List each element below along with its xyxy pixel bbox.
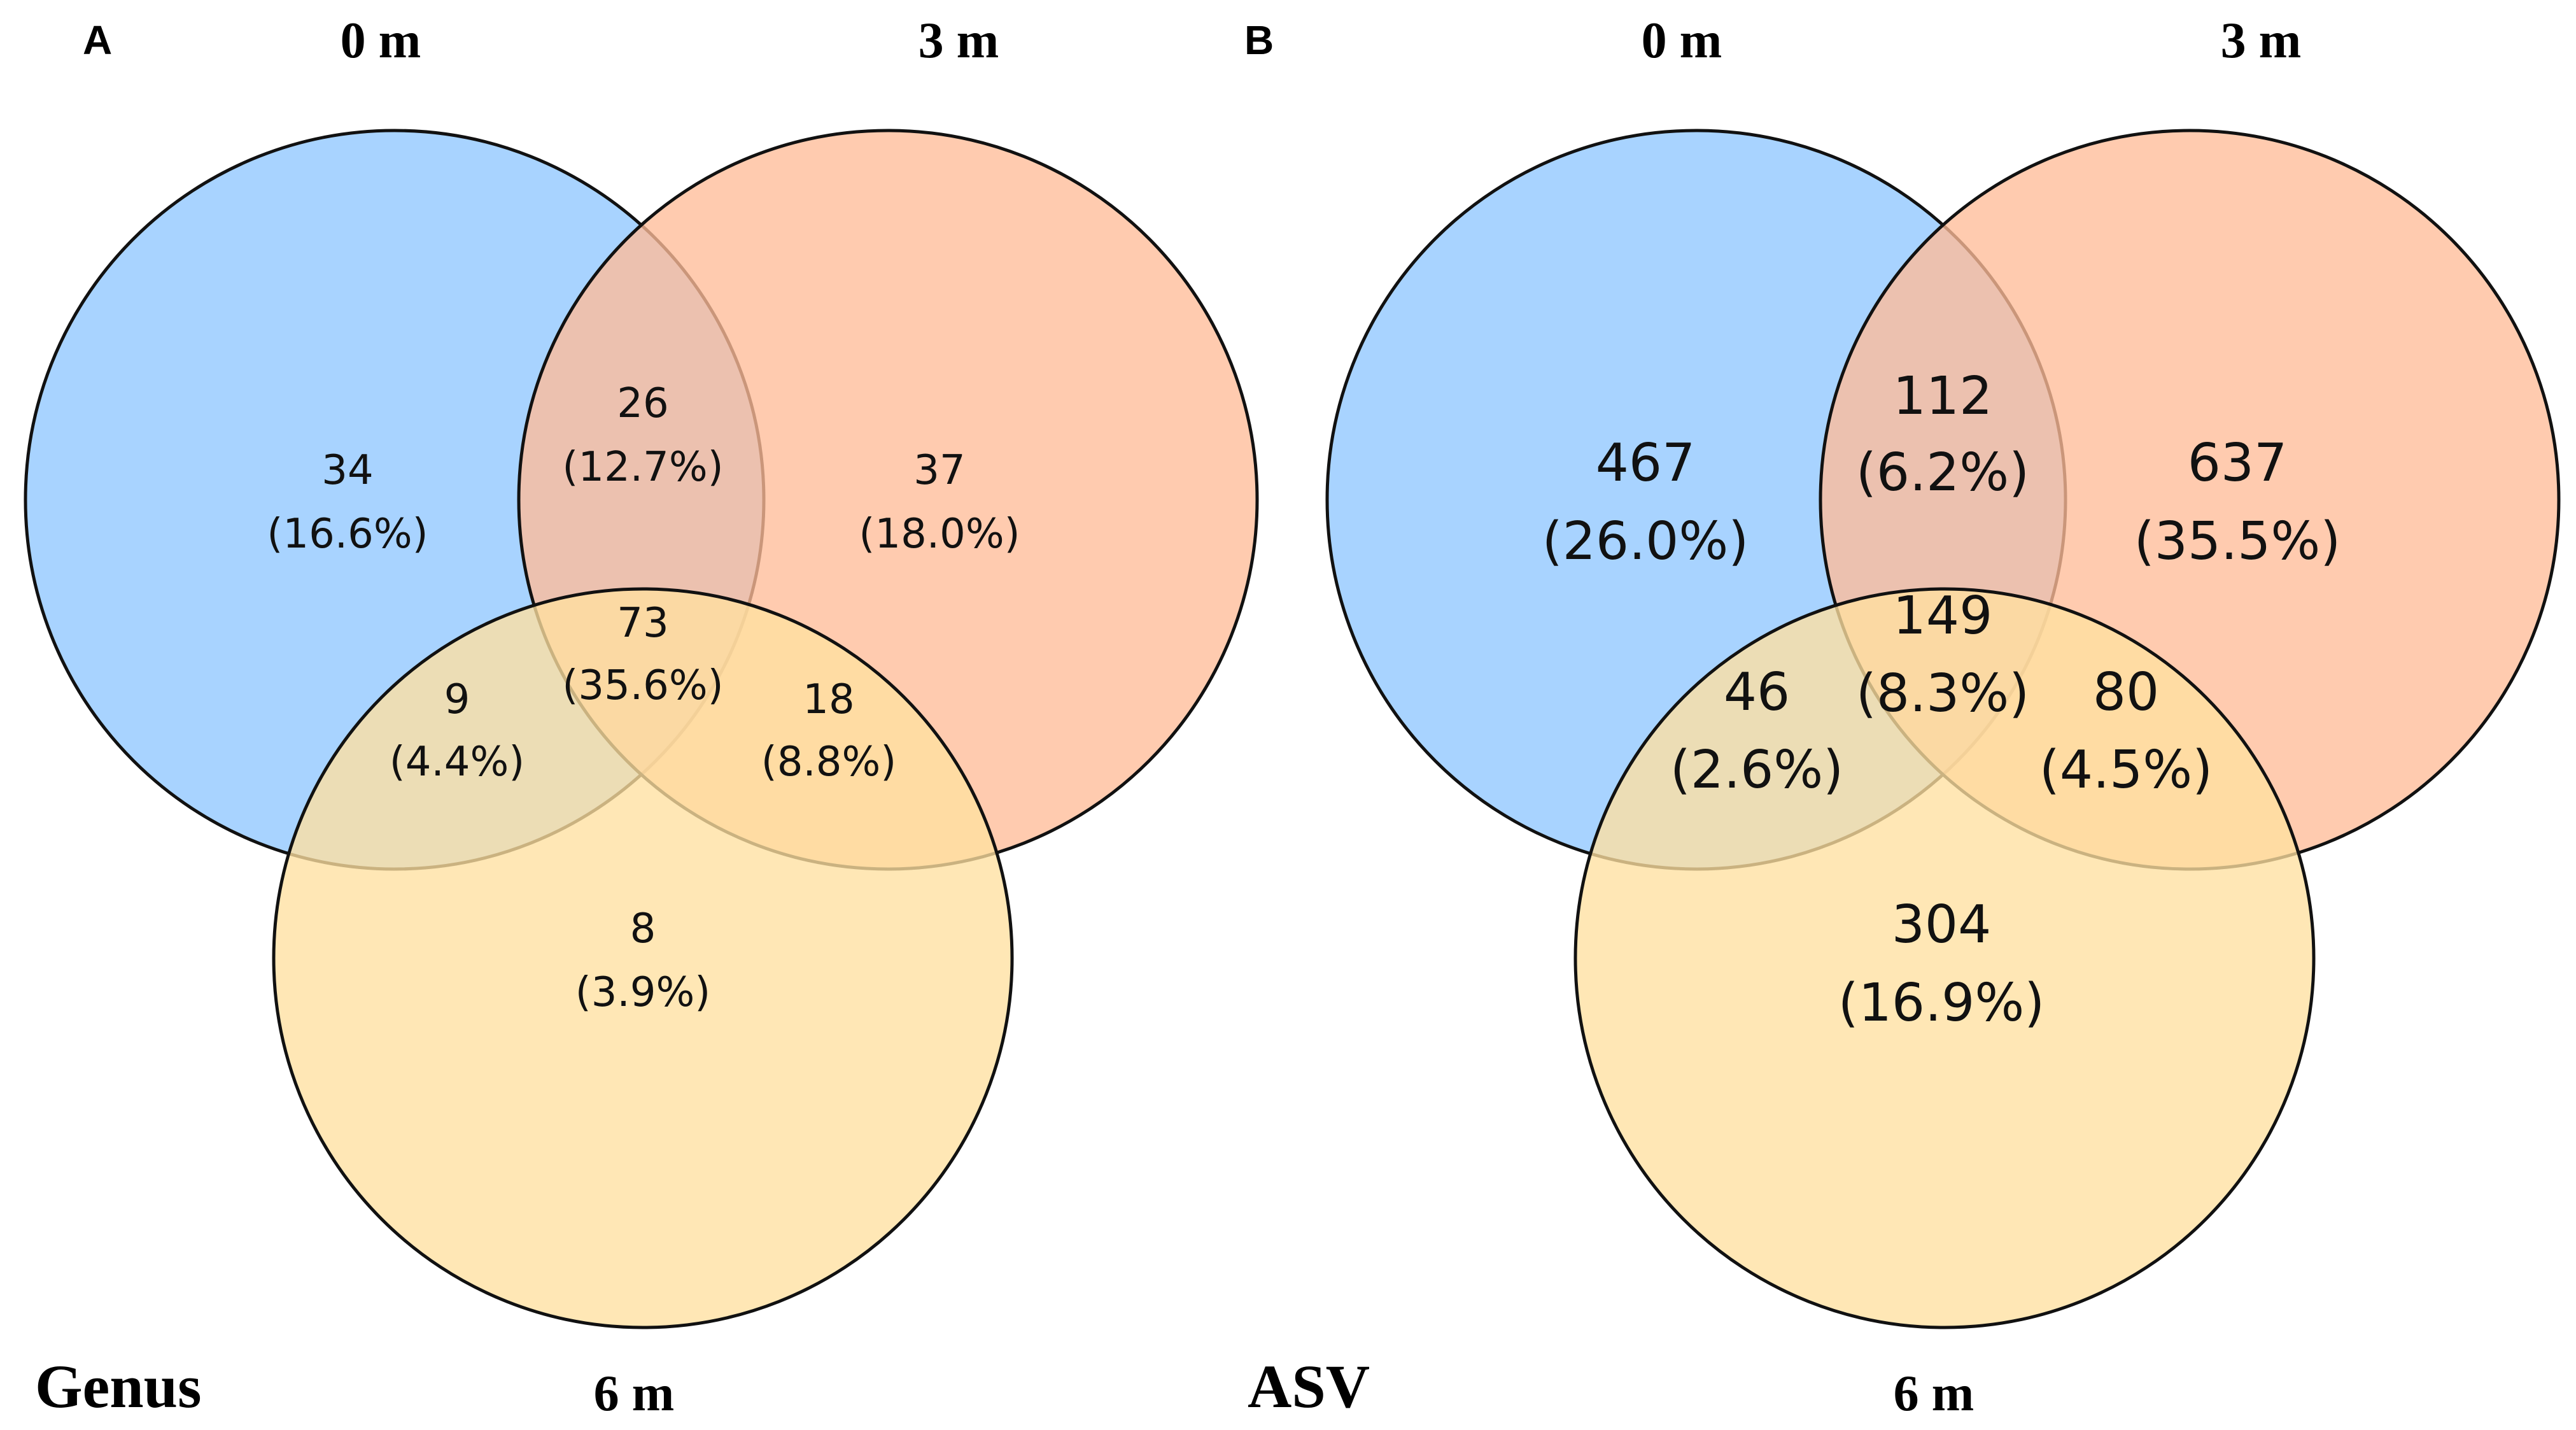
panel-b-asv-label: ASV	[1248, 1352, 1370, 1420]
panel-b-percent-3m-6m: (4.5%)	[2039, 740, 2213, 800]
panel-b-count-only-3m: 637	[2188, 433, 2288, 493]
panel-a-percent-only-6m: (3.9%)	[575, 969, 711, 1016]
panel-b-percent-only-3m: (35.5%)	[2134, 511, 2340, 572]
panel-b-label-3m: 3 m	[2221, 13, 2302, 69]
panel-a-label-3m: 3 m	[918, 13, 999, 69]
panel-a-count-0m-3m: 26	[617, 380, 668, 427]
panel-b-percent-only-0m: (26.0%)	[1542, 511, 1749, 572]
panel-b-count-only-6m: 304	[1892, 895, 1992, 955]
panel-b-count-only-0m: 467	[1596, 433, 1696, 493]
panel-b-count-0m-6m: 46	[1724, 662, 1790, 723]
panel-a-count-only-3m: 37	[913, 447, 965, 494]
venn-panel-a: A 0 m 3 m 6 m Genus 34 (16.6%) 37 (18.0%…	[24, 13, 1259, 1422]
panel-a-percent-only-0m: (16.6%)	[267, 511, 428, 558]
panel-a-count-all: 73	[617, 600, 668, 647]
panel-a-count-only-6m: 8	[630, 905, 656, 952]
panel-a-percent-3m-6m: (8.8%)	[761, 739, 897, 786]
panel-a-percent-all: (35.6%)	[562, 662, 723, 709]
panel-b-circle-6m	[1573, 587, 2316, 1329]
venn-panel-b: B 0 m 3 m 6 m ASV 467 (26.0%) 637 (35.5%…	[1244, 13, 2561, 1422]
panel-b-percent-0m-6m: (2.6%)	[1670, 740, 1843, 800]
panel-b-percent-only-6m: (16.9%)	[1838, 973, 2045, 1033]
panel-a-percent-only-3m: (18.0%)	[859, 511, 1020, 558]
panel-b-count-all: 149	[1893, 586, 1993, 646]
panel-b-percent-all: (8.3%)	[1856, 663, 2029, 724]
panel-b-count-0m-3m: 112	[1893, 366, 1993, 427]
panel-b-label-6m: 6 m	[1894, 1366, 1974, 1422]
panel-b-count-3m-6m: 80	[2093, 662, 2159, 723]
panel-a-count-0m-6m: 9	[444, 676, 470, 723]
panel-b-label-0m: 0 m	[1642, 13, 1722, 69]
panel-a-label-0m: 0 m	[341, 13, 421, 69]
panel-b-percent-0m-3m: (6.2%)	[1856, 442, 2029, 503]
panel-a-genus-label: Genus	[35, 1352, 201, 1420]
panel-a-percent-0m-3m: (12.7%)	[562, 444, 723, 491]
panel-a-count-3m-6m: 18	[803, 676, 854, 723]
panel-a-letter: A	[83, 17, 112, 63]
panel-a-count-only-0m: 34	[321, 447, 373, 494]
panel-a-circle-6m	[272, 587, 1014, 1329]
panel-b-letter: B	[1244, 17, 1274, 63]
panel-a-percent-0m-6m: (4.4%)	[390, 739, 525, 786]
panel-a-label-6m: 6 m	[594, 1366, 675, 1422]
